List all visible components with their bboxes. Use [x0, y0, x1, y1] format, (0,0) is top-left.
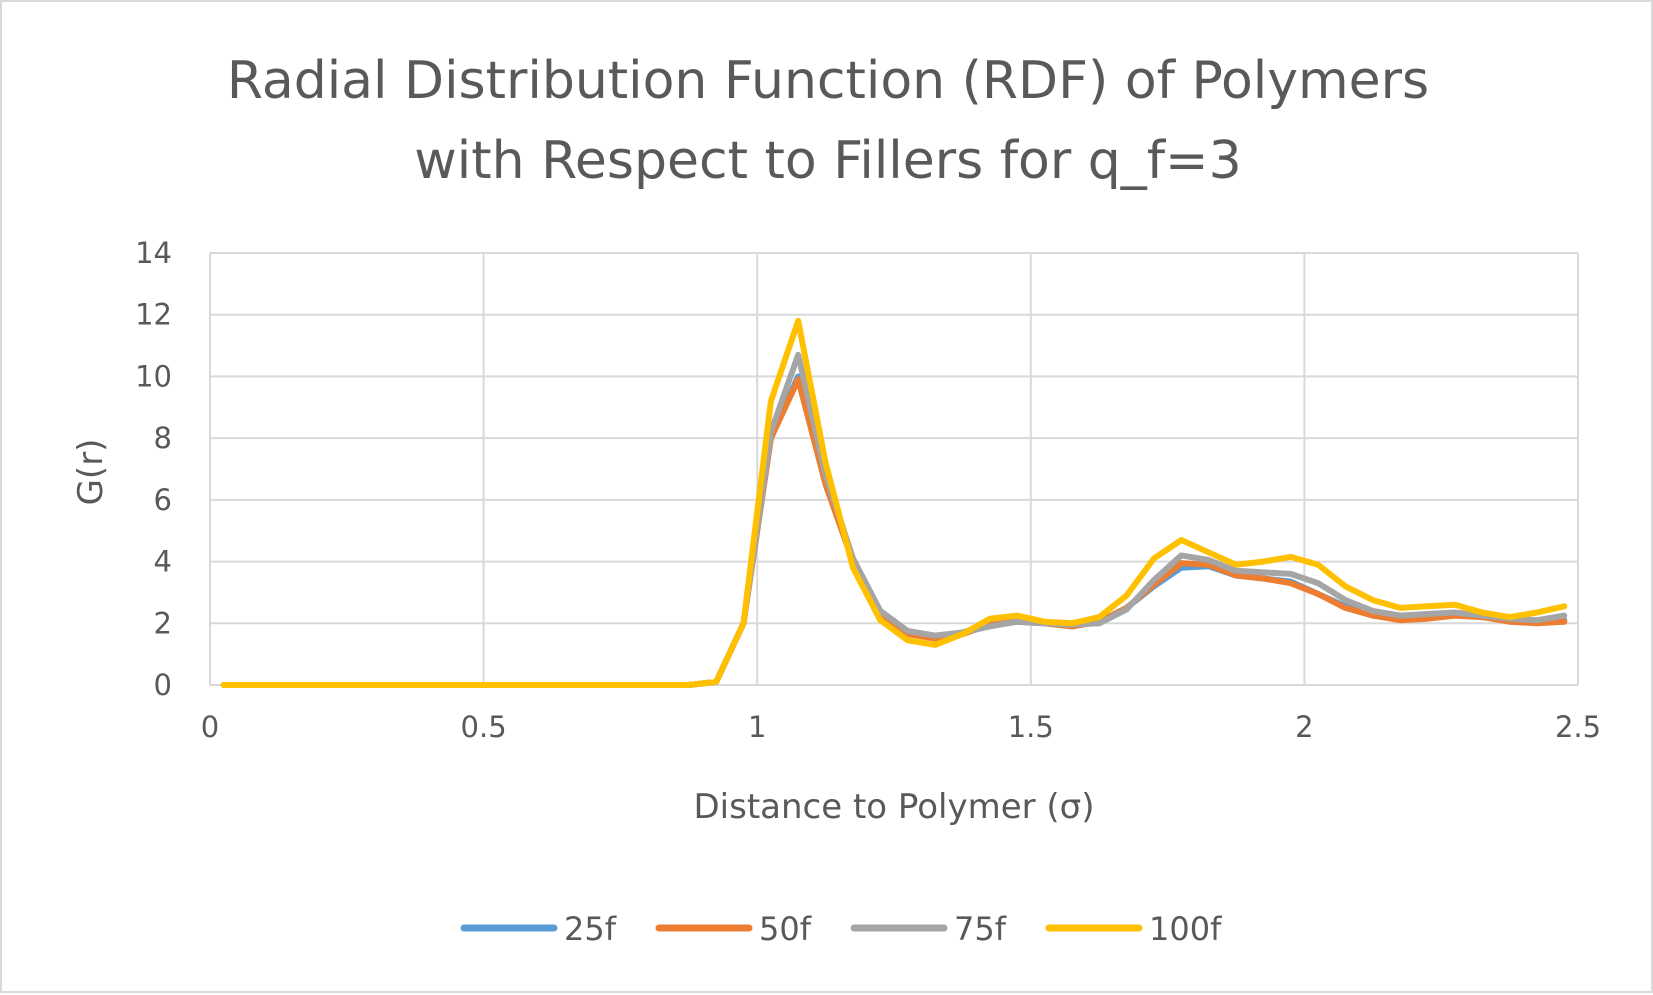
x-tick-label: 2.5 [1555, 710, 1601, 744]
x-tick-label: 1.5 [1008, 710, 1054, 744]
y-axis-title: G(r) [71, 439, 111, 506]
series-layer [220, 317, 1568, 688]
legend-label-50f: 50f [759, 910, 812, 948]
y-tick-labels: 0 2 4 6 8 10 12 14 [135, 236, 172, 702]
x-tick-label: 0.5 [461, 710, 507, 744]
y-tick-label: 0 [154, 668, 172, 702]
grid-layer [209, 252, 1579, 686]
legend: 25f 50f 75f 100f [460, 910, 1222, 948]
y-tick-label: 4 [154, 545, 172, 579]
series-line-100f [220, 317, 1568, 688]
x-tick-label: 1 [748, 710, 766, 744]
x-tick-label: 0 [201, 710, 219, 744]
chart-title-line-2: with Respect to Fillers for q_f=3 [414, 131, 1241, 191]
x-tick-label: 2 [1295, 710, 1313, 744]
chart-title-line-1: Radial Distribution Function (RDF) of Po… [227, 51, 1429, 111]
series-line-50f [220, 376, 1568, 688]
x-axis-title: Distance to Polymer (σ) [694, 787, 1095, 827]
x-tick-labels: 0 0.5 1 1.5 2 2.5 [201, 710, 1601, 744]
y-tick-label: 10 [135, 359, 172, 393]
legend-label-25f: 25f [564, 910, 617, 948]
y-tick-label: 2 [154, 606, 172, 640]
series-line-25f [220, 373, 1568, 688]
y-tick-label: 14 [135, 236, 172, 270]
y-tick-label: 6 [154, 483, 172, 517]
series-line-75f [220, 351, 1568, 688]
y-tick-label: 12 [135, 298, 172, 332]
legend-label-100f: 100f [1149, 910, 1222, 948]
y-tick-label: 8 [154, 421, 172, 455]
legend-label-75f: 75f [954, 910, 1007, 948]
